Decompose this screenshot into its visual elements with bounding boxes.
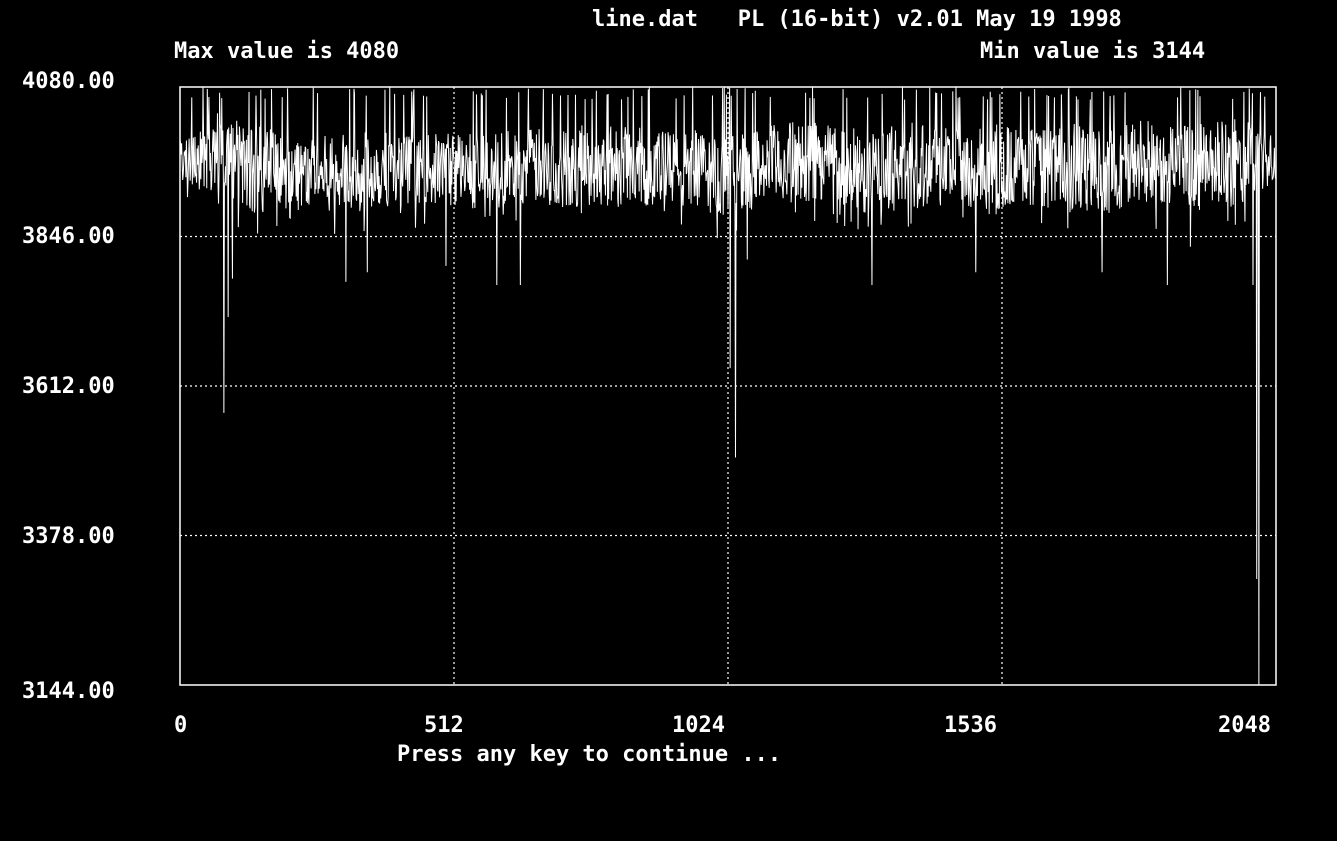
x-tick-label: 2048 (1218, 713, 1271, 738)
y-tick-label: 3846.00 (22, 224, 115, 249)
data-series (179, 86, 1276, 686)
x-tick-label: 0 (174, 713, 188, 738)
max-value-text: Max value is 4080 (174, 39, 400, 64)
continue-prompt: Press any key to continue ... (397, 742, 782, 767)
signal-line (179, 86, 1276, 686)
file-info-text: line.dat PL (16-bit) v2.01 May 19 1998 (592, 7, 1122, 32)
plot-frame (179, 86, 1277, 686)
x-tick-label: 512 (424, 713, 464, 738)
y-tick-label: 3144.00 (22, 679, 115, 704)
x-tick-label: 1024 (672, 713, 725, 738)
y-tick-label: 3612.00 (22, 374, 115, 399)
min-value-text: Min value is 3144 (980, 39, 1206, 64)
x-tick-label: 1536 (944, 713, 997, 738)
y-tick-label: 3378.00 (22, 524, 115, 549)
y-tick-label: 4080.00 (22, 69, 115, 94)
